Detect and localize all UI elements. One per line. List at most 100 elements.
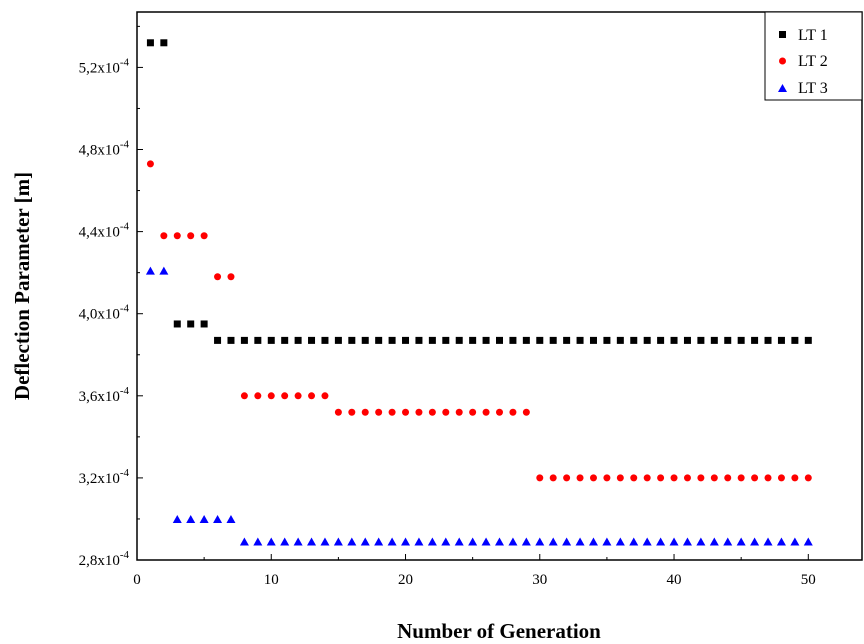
data-point (549, 474, 557, 482)
data-point (227, 336, 235, 344)
data-point (428, 336, 436, 344)
data-point (509, 408, 517, 416)
legend-item-lt2: LT 2 (779, 53, 828, 70)
data-point (563, 336, 571, 344)
data-point (643, 474, 651, 482)
data-point (589, 336, 597, 344)
data-point (320, 537, 330, 546)
data-point (495, 537, 504, 546)
data-point (321, 336, 329, 344)
x-axis-title: Number of Generation (397, 619, 601, 643)
x-tick-label: 40 (667, 572, 682, 588)
data-point (509, 336, 517, 344)
data-point (683, 474, 691, 482)
data-point (227, 273, 235, 281)
data-point (334, 408, 342, 416)
x-tick-label: 30 (532, 572, 547, 588)
data-point (146, 160, 154, 168)
data-point (657, 474, 665, 482)
data-point (777, 474, 785, 482)
data-point (442, 336, 450, 344)
data-point (751, 336, 759, 344)
data-point (682, 537, 692, 546)
data-point (146, 39, 154, 47)
x-axis: 0 10 20 30 40 50 (133, 554, 816, 588)
data-point (670, 336, 678, 344)
data-point (173, 320, 181, 328)
legend-marker-triangle (778, 84, 787, 92)
data-point (549, 336, 557, 344)
data-point (535, 537, 545, 546)
x-tick-label: 50 (801, 572, 816, 588)
data-point (724, 474, 732, 482)
data-point (750, 537, 760, 546)
data-point (709, 537, 719, 546)
data-point (469, 408, 477, 416)
data-point (187, 232, 195, 240)
data-point (267, 392, 275, 400)
data-point (454, 537, 464, 546)
data-point (239, 537, 249, 546)
data-point (160, 232, 168, 240)
data-point (160, 39, 168, 47)
legend-marker-square (779, 31, 786, 38)
data-point (548, 537, 558, 546)
y-tick-label: 4,0x10-4 (79, 303, 130, 323)
legend-marker-circle (779, 57, 786, 65)
data-point (803, 537, 813, 546)
data-point (508, 537, 518, 546)
data-point (602, 537, 612, 546)
y-tick-label: 4,8x10-4 (79, 139, 130, 159)
data-point (683, 336, 691, 344)
data-point (308, 392, 316, 400)
data-point (482, 408, 490, 416)
data-point (764, 336, 772, 344)
data-point (522, 408, 530, 416)
data-point (642, 537, 652, 546)
y-tick-label: 2,8x10-4 (79, 549, 130, 569)
data-point (603, 336, 611, 344)
data-point (710, 336, 718, 344)
data-point (294, 392, 302, 400)
data-point (293, 537, 303, 546)
data-point (266, 537, 276, 546)
data-point (615, 537, 625, 546)
data-point (159, 266, 169, 275)
data-point (482, 336, 490, 344)
data-point (669, 537, 679, 546)
data-point (145, 266, 155, 275)
data-point (751, 474, 759, 482)
x-tick-label: 10 (264, 572, 279, 588)
data-point (415, 408, 423, 416)
data-point (603, 474, 611, 482)
data-point (281, 392, 289, 400)
data-point (763, 537, 773, 546)
data-point (172, 514, 182, 523)
legend-label: LT 3 (798, 80, 828, 97)
data-point (374, 537, 384, 546)
data-point (308, 336, 316, 344)
data-point (321, 392, 329, 400)
legend-item-lt3: LT 3 (778, 80, 828, 97)
data-point (764, 474, 772, 482)
data-point (348, 408, 356, 416)
data-point (199, 514, 209, 523)
data-point (536, 474, 544, 482)
data-point (791, 474, 799, 482)
data-point (254, 336, 262, 344)
data-point (281, 336, 289, 344)
data-point (415, 336, 423, 344)
data-point (723, 537, 733, 546)
data-point (334, 336, 342, 344)
data-point (589, 474, 597, 482)
data-point (442, 408, 450, 416)
x-tick-label: 0 (133, 572, 141, 588)
data-point (616, 474, 624, 482)
data-point (253, 537, 263, 546)
data-point (522, 336, 530, 344)
data-point (468, 537, 478, 546)
data-point (562, 537, 572, 546)
data-point (576, 474, 584, 482)
data-point (736, 537, 746, 546)
